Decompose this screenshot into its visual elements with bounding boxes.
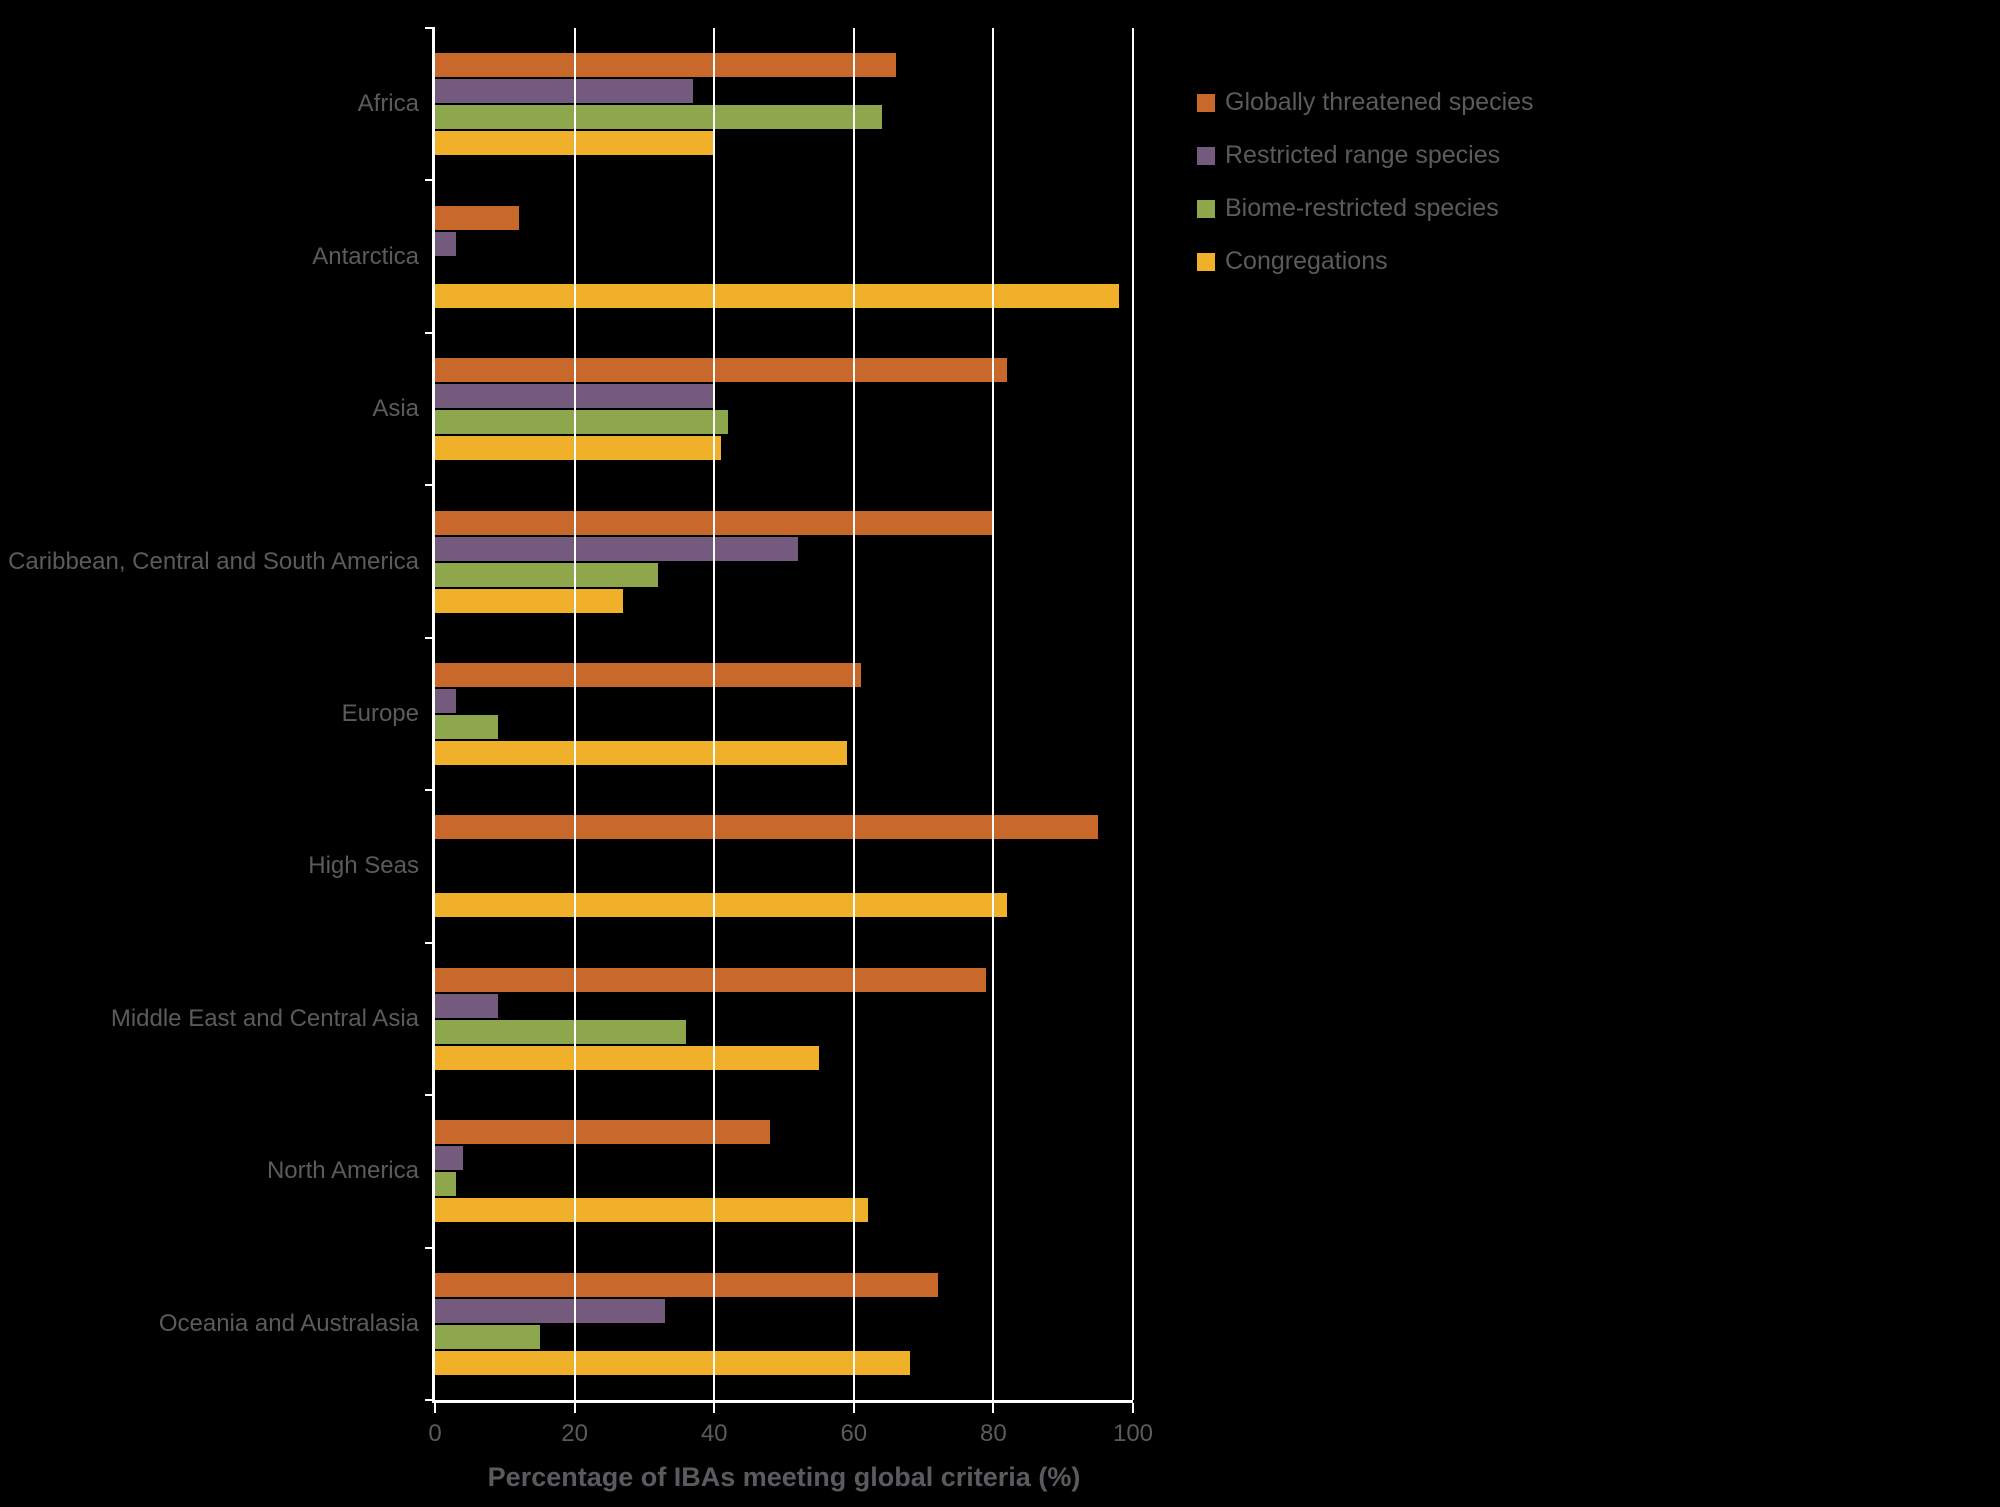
- bar: [435, 1146, 463, 1171]
- bar: [435, 1019, 687, 1044]
- bar: [435, 993, 498, 1018]
- gridline: [1132, 28, 1134, 1400]
- category-label: Africa: [357, 90, 419, 118]
- bar-group: Middle East and Central Asia: [111, 941, 1133, 1095]
- x-axis-tick: [434, 1403, 436, 1413]
- x-axis-tick: [852, 1403, 855, 1413]
- x-tick-label: 20: [561, 1420, 588, 1447]
- bar: [435, 231, 456, 256]
- bar: [435, 1324, 540, 1349]
- legend-item: Biome-restricted species: [1197, 194, 1534, 223]
- y-axis-tick: [425, 636, 435, 639]
- bar: [435, 1045, 819, 1070]
- y-axis-tick: [425, 179, 435, 182]
- legend-swatch: [1197, 93, 1215, 112]
- gridline: [992, 28, 995, 1400]
- bar: [435, 1198, 868, 1223]
- x-axis-tick: [573, 1403, 576, 1413]
- x-tick-label: 0: [428, 1420, 442, 1447]
- bar: [435, 714, 498, 739]
- bar-group: Caribbean, Central and South America: [8, 484, 1133, 637]
- bar-group: Antarctica: [312, 179, 1133, 332]
- category-label: Caribbean, Central and South America: [8, 547, 419, 575]
- bar-group: Europe: [342, 636, 1133, 790]
- x-axis-title: Percentage of IBAs meeting global criter…: [487, 1462, 1081, 1492]
- category-label: Oceania and Australasia: [158, 1309, 419, 1337]
- bar: [435, 105, 882, 130]
- bar: [435, 358, 1008, 383]
- bar-group: North America: [267, 1094, 1133, 1247]
- y-axis-tick: [425, 1246, 435, 1249]
- y-axis-tick: [425, 941, 435, 944]
- legend-item: Globally threatened species: [1197, 88, 1534, 117]
- x-axis-tick: [992, 1403, 995, 1413]
- bar: [435, 815, 1099, 840]
- bar: [435, 205, 519, 230]
- x-tick-label: 40: [700, 1420, 728, 1447]
- legend-label: Biome-restricted species: [1225, 194, 1499, 222]
- category-label: Middle East and Central Asia: [110, 1004, 419, 1032]
- category-label: Europe: [341, 699, 419, 727]
- bar: [435, 436, 722, 461]
- y-axis-tick: [425, 789, 435, 792]
- legend-label: Globally threatened species: [1225, 88, 1534, 116]
- x-axis-line: [432, 1400, 1133, 1403]
- bar: [435, 662, 861, 687]
- bar: [435, 740, 847, 765]
- y-axis-tick: [425, 484, 435, 487]
- bar: [435, 53, 896, 78]
- category-label: Asia: [372, 395, 419, 423]
- y-axis-tick: [425, 1399, 435, 1401]
- y-axis-tick: [425, 1094, 435, 1097]
- bar-group: Asia: [372, 331, 1133, 485]
- x-tick-label: 100: [1112, 1420, 1154, 1447]
- bar: [435, 1172, 456, 1197]
- bar: [435, 1120, 771, 1145]
- legend-swatch: [1197, 199, 1215, 218]
- y-axis-line: [432, 28, 435, 1403]
- bar: [435, 1350, 910, 1375]
- bar: [435, 1272, 938, 1297]
- x-tick-label: 80: [980, 1420, 1007, 1447]
- legend-swatch: [1197, 146, 1215, 165]
- bar: [435, 79, 694, 104]
- y-axis-tick: [425, 331, 435, 334]
- bar: [435, 1298, 666, 1323]
- bar: [435, 536, 798, 561]
- legend: Globally threatened species Restricted ra…: [1197, 88, 1534, 300]
- bar: [435, 410, 729, 435]
- gridline: [713, 28, 716, 1400]
- bar-group: High Seas: [308, 789, 1133, 942]
- bar-group: Africa: [358, 27, 1133, 180]
- x-axis-tick: [1132, 1403, 1134, 1413]
- gridline: [573, 28, 576, 1400]
- bar: [435, 893, 1008, 918]
- bar: [435, 562, 659, 587]
- plot-area: Africa Antarctica Asia Caribbean, Central a…: [8, 27, 1153, 1492]
- x-axis-tick: [713, 1403, 716, 1413]
- category-label: North America: [266, 1157, 419, 1185]
- legend-item: Congregations: [1197, 247, 1534, 276]
- x-tick-label: 60: [840, 1420, 868, 1447]
- legend-swatch: [1197, 252, 1215, 271]
- bar: [435, 283, 1120, 308]
- bar-group: Oceania and Australasia: [159, 1246, 1133, 1400]
- legend-label: Restricted range species: [1225, 141, 1501, 169]
- y-axis-tick: [425, 27, 435, 29]
- bar: [435, 688, 456, 713]
- gridline: [852, 28, 855, 1400]
- category-label: Antarctica: [312, 242, 419, 270]
- legend-item: Restricted range species: [1197, 141, 1534, 170]
- bar: [435, 588, 624, 613]
- legend-label: Congregations: [1225, 247, 1388, 275]
- category-label: High Seas: [308, 852, 419, 880]
- bar: [435, 967, 987, 992]
